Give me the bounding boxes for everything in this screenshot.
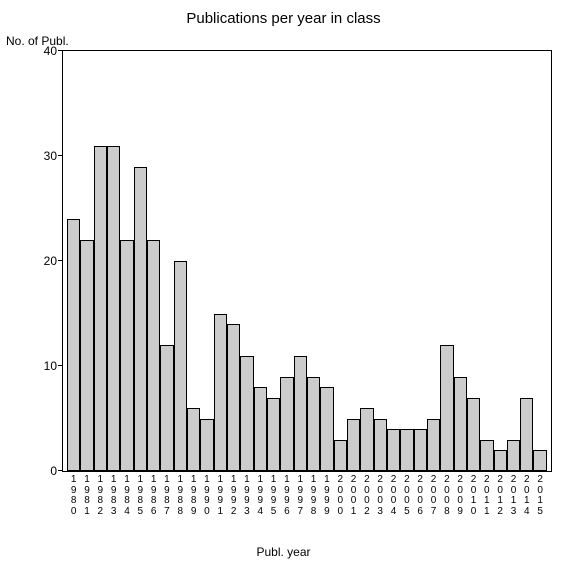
- bar: [94, 146, 107, 472]
- chart-container: Publications per year in class No. of Pu…: [0, 0, 567, 567]
- bars-group: [63, 51, 551, 471]
- xtick-label: 2003: [374, 475, 387, 517]
- bar: [107, 146, 120, 472]
- bar: [440, 345, 453, 471]
- ytick-label: 10: [44, 359, 57, 373]
- ytick-label: 20: [44, 254, 57, 268]
- xtick-label: 2000: [334, 475, 347, 517]
- xtick-label: 1989: [187, 475, 200, 517]
- xtick-label: 1988: [174, 475, 187, 517]
- bar: [507, 440, 520, 472]
- bar: [80, 240, 93, 471]
- ytick-mark: [58, 50, 63, 51]
- plot-area: 1980198119821983198419851986198719881989…: [62, 50, 552, 472]
- bar: [214, 314, 227, 472]
- xtick-label: 2007: [427, 475, 440, 517]
- xtick-label: 2011: [480, 475, 493, 517]
- bar: [334, 440, 347, 472]
- xtick-label: 1985: [134, 475, 147, 517]
- xtick-label: 1999: [320, 475, 333, 517]
- bar: [187, 408, 200, 471]
- bar: [160, 345, 173, 471]
- xtick-label: 1983: [107, 475, 120, 517]
- xtick-label: 1990: [200, 475, 213, 517]
- xtick-label: 2005: [400, 475, 413, 517]
- xtick-label: 1980: [67, 475, 80, 517]
- xtick-label: 1981: [80, 475, 93, 517]
- xtick-label: 1986: [147, 475, 160, 517]
- bar: [387, 429, 400, 471]
- bar: [454, 377, 467, 472]
- ytick-label: 30: [44, 149, 57, 163]
- bar: [320, 387, 333, 471]
- xtick-label: 1998: [307, 475, 320, 517]
- xtick-label: 2004: [387, 475, 400, 517]
- xtick-label: 1982: [94, 475, 107, 517]
- xtick-label: 1997: [294, 475, 307, 517]
- bar: [400, 429, 413, 471]
- y-axis-label: No. of Publ.: [6, 34, 69, 48]
- bar: [67, 219, 80, 471]
- bar: [134, 167, 147, 472]
- bar: [307, 377, 320, 472]
- ytick-mark: [58, 470, 63, 471]
- xticks-group: 1980198119821983198419851986198719881989…: [63, 475, 551, 517]
- xtick-label: 2015: [533, 475, 546, 517]
- ytick-label: 0: [50, 464, 57, 478]
- xtick-label: 2012: [494, 475, 507, 517]
- bar: [374, 419, 387, 472]
- ytick-mark: [58, 260, 63, 261]
- xtick-label: 1993: [240, 475, 253, 517]
- xtick-label: 2013: [507, 475, 520, 517]
- bar: [467, 398, 480, 472]
- xtick-label: 1991: [214, 475, 227, 517]
- xtick-label: 1994: [254, 475, 267, 517]
- xtick-label: 1995: [267, 475, 280, 517]
- bar: [254, 387, 267, 471]
- xtick-label: 2008: [440, 475, 453, 517]
- bar: [174, 261, 187, 471]
- bar: [240, 356, 253, 472]
- bar: [494, 450, 507, 471]
- bar: [200, 419, 213, 472]
- bar: [280, 377, 293, 472]
- xtick-label: 2001: [347, 475, 360, 517]
- x-axis-label: Publ. year: [0, 545, 567, 559]
- bar: [147, 240, 160, 471]
- xtick-label: 1992: [227, 475, 240, 517]
- bar: [347, 419, 360, 472]
- xtick-label: 1987: [160, 475, 173, 517]
- xtick-label: 2009: [454, 475, 467, 517]
- bar: [427, 419, 440, 472]
- xtick-label: 1996: [280, 475, 293, 517]
- bar: [267, 398, 280, 472]
- bar: [294, 356, 307, 472]
- bar: [227, 324, 240, 471]
- ytick-mark: [58, 155, 63, 156]
- ytick-label: 40: [44, 44, 57, 58]
- bar: [480, 440, 493, 472]
- bar: [414, 429, 427, 471]
- bar: [120, 240, 133, 471]
- chart-title: Publications per year in class: [0, 10, 567, 27]
- ytick-mark: [58, 365, 63, 366]
- xtick-label: 2014: [520, 475, 533, 517]
- xtick-label: 1984: [120, 475, 133, 517]
- xtick-label: 2006: [414, 475, 427, 517]
- xtick-label: 2002: [360, 475, 373, 517]
- bar: [533, 450, 546, 471]
- bar: [520, 398, 533, 472]
- xtick-label: 2010: [467, 475, 480, 517]
- bar: [360, 408, 373, 471]
